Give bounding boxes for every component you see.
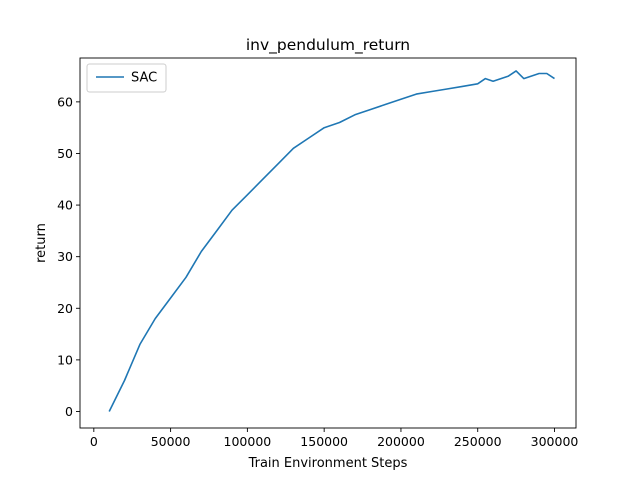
x-axis-ticks: 0 50000 100000 150000 200000 250000 300000 xyxy=(90,428,579,449)
x-tick-label: 300000 xyxy=(531,434,579,449)
plot-area xyxy=(80,58,576,428)
y-tick-label: 0 xyxy=(65,404,73,419)
y-tick-label: 60 xyxy=(57,94,73,109)
series-line-sac xyxy=(108,70,555,412)
y-tick-label: 40 xyxy=(57,198,73,213)
x-tick-label: 0 xyxy=(90,434,98,449)
chart-title: inv_pendulum_return xyxy=(246,36,410,55)
x-tick-label: 150000 xyxy=(300,434,348,449)
y-axis-ticks: 0 10 20 30 40 50 60 xyxy=(57,94,80,419)
legend-box xyxy=(86,63,167,93)
y-tick-label: 10 xyxy=(57,352,73,367)
y-tick-label: 30 xyxy=(57,249,73,264)
x-tick-label: 50000 xyxy=(151,434,191,449)
x-tick-label: 200000 xyxy=(377,434,425,449)
legend-label-sac: SAC xyxy=(131,71,157,86)
x-axis-label: Train Environment Steps xyxy=(248,456,408,471)
y-tick-label: 50 xyxy=(57,146,73,161)
y-axis-label: return xyxy=(34,223,49,263)
legend: SAC xyxy=(86,63,167,93)
x-tick-label: 250000 xyxy=(454,434,502,449)
x-tick-label: 100000 xyxy=(224,434,272,449)
y-tick-label: 20 xyxy=(57,301,73,316)
axes-frame xyxy=(79,57,577,429)
